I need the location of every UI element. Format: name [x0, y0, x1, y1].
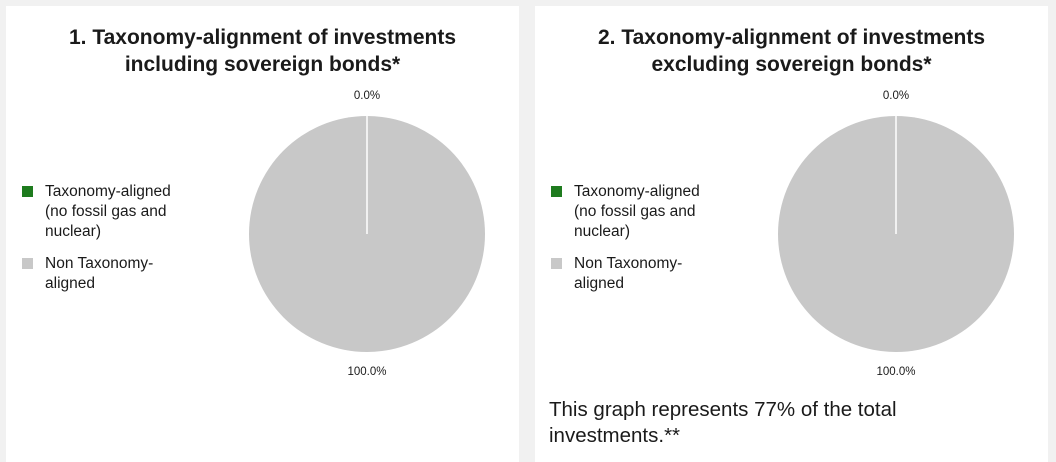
chart-title-line: excluding sovereign bonds*: [651, 53, 932, 76]
chart-title: 1. Taxonomy-alignment of investments inc…: [6, 24, 519, 78]
legend-label-line: nuclear): [45, 223, 101, 240]
chart-title-line: 2. Taxonomy-alignment of investments: [597, 26, 985, 49]
legend-swatch: [551, 186, 562, 197]
legend-swatch: [22, 186, 33, 197]
legend-label-line: Non Taxonomy-: [45, 255, 154, 272]
chart-title: 2. Taxonomy-alignment of investments exc…: [535, 24, 1048, 78]
legend-label-line: aligned: [574, 275, 624, 292]
legend-label-line: aligned: [45, 275, 95, 292]
coverage-note: This graph represents 77% of the total i…: [549, 397, 1029, 449]
pie-data-label-non-aligned: 100.0%: [347, 366, 387, 378]
legend-item-non-taxonomy-aligned: Non Taxonomy- aligned: [18, 254, 218, 294]
legend-item-taxonomy-aligned: Taxonomy-aligned (no fossil gas and nucl…: [547, 182, 747, 242]
pie-data-label-aligned: 0.0%: [882, 90, 910, 102]
legend-label-line: nuclear): [574, 223, 630, 240]
legend-label-line: Non Taxonomy-: [574, 255, 683, 272]
legend-item-taxonomy-aligned: Taxonomy-aligned (no fossil gas and nucl…: [18, 182, 218, 242]
chart-title-line: 1. Taxonomy-alignment of investments: [68, 26, 456, 49]
chart-legend: Taxonomy-aligned (no fossil gas and nucl…: [547, 182, 747, 306]
legend-item-non-taxonomy-aligned: Non Taxonomy- aligned: [547, 254, 747, 294]
chart-title-line: including sovereign bonds*: [124, 53, 401, 76]
chart-legend: Taxonomy-aligned (no fossil gas and nucl…: [18, 182, 218, 306]
legend-swatch: [551, 258, 562, 269]
legend-swatch: [22, 258, 33, 269]
legend-label-line: (no fossil gas and: [45, 203, 167, 220]
legend-label-line: Taxonomy-aligned: [574, 183, 700, 200]
chart-panel-2: 2. Taxonomy-alignment of investments exc…: [535, 6, 1048, 462]
pie-chart: [778, 116, 1014, 352]
pie-data-label-non-aligned: 100.0%: [876, 366, 916, 378]
pie-chart: [249, 116, 485, 352]
legend-label-line: (no fossil gas and: [574, 203, 696, 220]
pie-data-label-aligned: 0.0%: [353, 90, 381, 102]
coverage-note-line: investments.**: [549, 424, 681, 447]
chart-panel-1: 1. Taxonomy-alignment of investments inc…: [6, 6, 519, 462]
coverage-note-line: This graph represents 77% of the total: [549, 398, 897, 421]
legend-label-line: Taxonomy-aligned: [45, 183, 171, 200]
